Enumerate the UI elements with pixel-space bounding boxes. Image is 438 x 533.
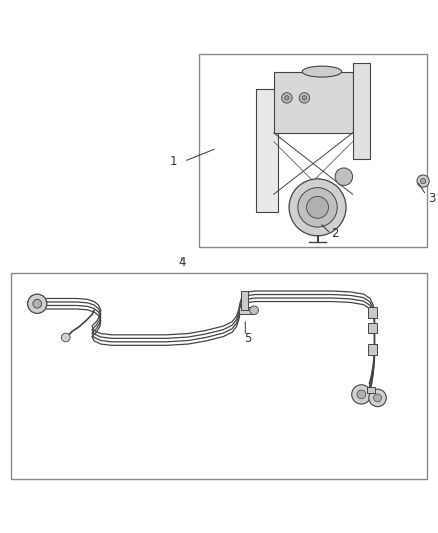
Text: 4: 4 — [178, 256, 186, 270]
Circle shape — [33, 300, 42, 308]
Text: 1: 1 — [169, 155, 177, 168]
Text: 5: 5 — [244, 332, 251, 345]
Ellipse shape — [302, 66, 342, 77]
Circle shape — [420, 179, 426, 184]
Circle shape — [307, 197, 328, 219]
Circle shape — [352, 385, 371, 404]
Bar — [368, 307, 377, 318]
Bar — [239, 307, 254, 314]
Text: 3: 3 — [428, 192, 436, 205]
Circle shape — [298, 188, 337, 227]
Text: 2: 2 — [331, 227, 339, 240]
Circle shape — [282, 93, 292, 103]
Circle shape — [61, 333, 70, 342]
Bar — [199, 54, 427, 247]
Circle shape — [357, 390, 366, 399]
Circle shape — [285, 96, 289, 100]
Bar — [11, 273, 427, 479]
Circle shape — [374, 394, 381, 402]
Bar — [353, 63, 370, 159]
Circle shape — [299, 93, 310, 103]
Bar — [274, 71, 353, 133]
Bar — [368, 344, 377, 355]
Circle shape — [302, 96, 307, 100]
Circle shape — [289, 179, 346, 236]
Bar — [241, 291, 248, 310]
Circle shape — [417, 175, 429, 187]
Bar — [368, 322, 377, 333]
Circle shape — [250, 306, 258, 314]
Bar — [256, 89, 278, 212]
Circle shape — [369, 389, 386, 407]
Circle shape — [335, 168, 353, 185]
Bar — [367, 387, 375, 393]
Circle shape — [28, 294, 47, 313]
